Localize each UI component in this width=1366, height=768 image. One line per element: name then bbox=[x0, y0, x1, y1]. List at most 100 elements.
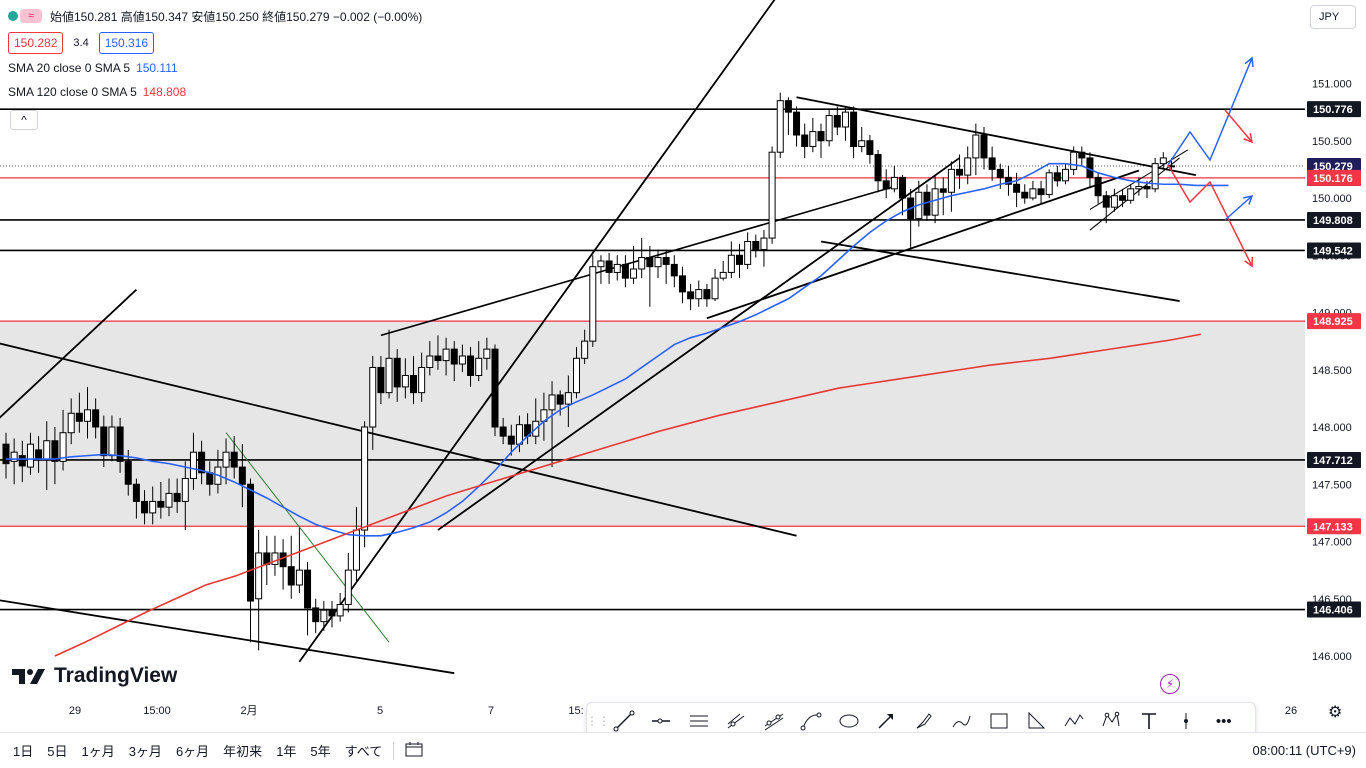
candle-body bbox=[165, 492, 173, 508]
price-label-box bbox=[1307, 211, 1361, 228]
trend-line bbox=[437, 157, 961, 531]
spread-value: 3.4 bbox=[73, 37, 89, 49]
curve-icon[interactable] bbox=[793, 706, 831, 736]
candle-body bbox=[638, 257, 646, 270]
text-icon[interactable] bbox=[1130, 706, 1168, 736]
y-tick-label: 147.500 bbox=[1312, 479, 1352, 491]
candle-body bbox=[84, 409, 91, 422]
candle-body bbox=[222, 451, 230, 468]
candle-body bbox=[336, 603, 344, 617]
x-tick-label: 7 bbox=[488, 705, 494, 717]
bullish-rebound-arrow bbox=[1224, 195, 1253, 221]
candle-body bbox=[1037, 188, 1045, 196]
clock[interactable]: 08:00:11 (UTC+9) bbox=[1252, 743, 1356, 758]
candle-body bbox=[206, 472, 214, 485]
range-ytd[interactable]: 年初来 bbox=[223, 744, 263, 759]
xabcd-pattern-icon[interactable] bbox=[1093, 706, 1131, 736]
rectangle-icon[interactable] bbox=[980, 706, 1018, 736]
triangle-icon[interactable] bbox=[1018, 706, 1056, 736]
candle-body bbox=[450, 348, 458, 365]
range-5d[interactable]: 5日 bbox=[47, 744, 68, 759]
market-open-icon bbox=[8, 11, 18, 21]
y-tick-label: 150.000 bbox=[1312, 193, 1352, 205]
candle-body bbox=[279, 552, 287, 568]
candle-body bbox=[784, 100, 792, 113]
zigzag-icon[interactable] bbox=[1055, 706, 1093, 736]
calendar-icon[interactable] bbox=[398, 741, 430, 760]
candle-body bbox=[287, 566, 295, 586]
candle-body bbox=[124, 460, 132, 485]
candle-body bbox=[850, 111, 858, 147]
tradingview-logo: TradingView bbox=[12, 664, 177, 688]
brush-icon[interactable] bbox=[905, 706, 943, 736]
bullish-rebound-arrow-head bbox=[1243, 194, 1254, 205]
range-6m[interactable]: 6ヶ月 bbox=[175, 744, 210, 759]
x-tick-label: 29 bbox=[69, 705, 81, 717]
candle-body bbox=[75, 412, 83, 422]
candle-body bbox=[369, 366, 377, 428]
flash-icon[interactable]: ⚡ bbox=[1160, 674, 1180, 694]
horizontal-ray-icon[interactable] bbox=[643, 706, 681, 736]
y-tick-label: 151.000 bbox=[1312, 79, 1352, 91]
bottom-bar: 1日 5日 1ヶ月 3ヶ月 6ヶ月 年初来 1年 5年 すべて 08:00:11… bbox=[0, 732, 1366, 768]
price-label: 148.925 bbox=[1313, 316, 1353, 328]
anchor-icon[interactable] bbox=[1168, 706, 1206, 736]
candle-body bbox=[410, 374, 417, 394]
parallel-channel-icon[interactable] bbox=[680, 706, 718, 736]
range-1d[interactable]: 1日 bbox=[13, 744, 34, 759]
candle-body bbox=[1119, 195, 1127, 201]
candle-body bbox=[833, 115, 841, 128]
pitchfork-icon[interactable] bbox=[718, 706, 756, 736]
candle-body bbox=[238, 466, 246, 485]
symbol-status[interactable]: ≈ bbox=[8, 9, 42, 23]
candle-body bbox=[548, 394, 556, 411]
fib-retracement-icon[interactable] bbox=[755, 706, 793, 736]
trend-line-icon[interactable] bbox=[605, 706, 643, 736]
candle-body bbox=[866, 140, 874, 155]
candle-body bbox=[2, 443, 10, 465]
candle-body bbox=[43, 440, 51, 460]
highlighter-icon[interactable] bbox=[943, 706, 981, 736]
candle-body bbox=[760, 237, 768, 251]
trend-line bbox=[820, 240, 1180, 302]
candle-body bbox=[573, 357, 580, 394]
gear-icon[interactable]: ⚙ bbox=[1328, 704, 1343, 721]
currency-select[interactable]: JPY bbox=[1310, 5, 1356, 29]
range-1m[interactable]: 1ヶ月 bbox=[81, 744, 115, 759]
candle-body bbox=[703, 289, 711, 300]
brand-name: TradingView bbox=[54, 664, 178, 687]
candle-body bbox=[1013, 183, 1021, 193]
candle-body bbox=[727, 254, 735, 273]
candle-body bbox=[597, 260, 605, 268]
sma120-legend[interactable]: SMA 120 close 0 SMA 5 148.808 bbox=[8, 80, 422, 104]
candle-body bbox=[385, 357, 393, 394]
candle-body bbox=[1159, 157, 1167, 165]
range-5y[interactable]: 5年 bbox=[310, 744, 331, 759]
candle-body bbox=[1045, 172, 1053, 196]
arrow-icon[interactable] bbox=[868, 706, 906, 736]
bearish-pullback-arrow-head bbox=[1243, 133, 1254, 144]
ellipse-icon[interactable] bbox=[830, 706, 868, 736]
candle-body bbox=[939, 188, 947, 193]
buy-price-button[interactable]: 150.316 bbox=[98, 32, 155, 54]
x-tick-label: 5 bbox=[377, 705, 383, 717]
bullish-projection-arrow bbox=[1167, 57, 1253, 166]
range-3m[interactable]: 3ヶ月 bbox=[128, 744, 162, 759]
range-1y[interactable]: 1年 bbox=[276, 744, 297, 759]
candle-body bbox=[744, 241, 752, 265]
candle-body bbox=[654, 257, 662, 268]
candle-body bbox=[988, 157, 996, 170]
drag-handle-icon[interactable]: ⋮⋮ bbox=[586, 714, 610, 728]
price-label: 146.406 bbox=[1313, 605, 1353, 617]
collapse-legend-button[interactable]: ^ bbox=[10, 110, 38, 130]
range-all[interactable]: すべて bbox=[344, 744, 383, 759]
more-icon[interactable]: ••• bbox=[1215, 712, 1232, 730]
price-label: 150.776 bbox=[1313, 104, 1353, 116]
sma20-legend[interactable]: SMA 20 close 0 SMA 5 150.111 bbox=[8, 56, 422, 80]
candle-body bbox=[149, 500, 157, 514]
price-chart[interactable]: 146.000146.500147.000147.500148.000148.5… bbox=[0, 0, 1366, 732]
sma20-value: 150.111 bbox=[136, 61, 178, 75]
sell-price-button[interactable]: 150.282 bbox=[8, 32, 64, 54]
fib-fan-line bbox=[225, 432, 390, 643]
